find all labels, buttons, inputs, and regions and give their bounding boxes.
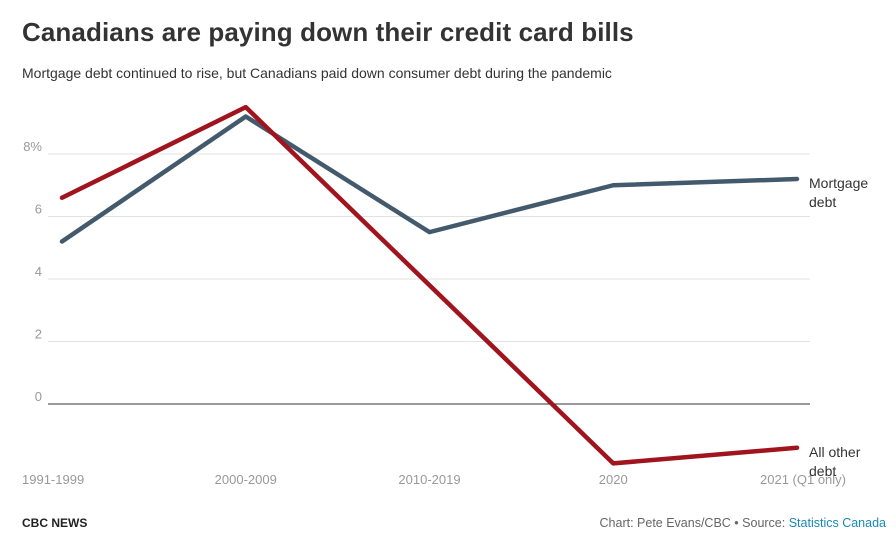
credit-separator: • — [730, 516, 743, 530]
source-credit: Chart: Pete Evans/CBC • Source: Statisti… — [600, 516, 886, 530]
x-tick-label: 1991-1999 — [22, 472, 84, 487]
y-tick-label: 6 — [35, 202, 42, 217]
label-layer: 0 2 4 6 8% 1991-1999 2000-2009 2010-2019 2020 202… — [22, 139, 868, 487]
source-label: Source: — [742, 516, 789, 530]
series-label-line: debt — [809, 194, 836, 210]
series-label: Mortgage debt — [809, 175, 868, 210]
grid-layer — [48, 153, 810, 405]
series-label-line: Mortgage — [809, 175, 868, 191]
source-link[interactable]: Statistics Canada — [788, 516, 886, 530]
series-layer — [59, 104, 800, 466]
series-label-line: debt — [809, 463, 836, 479]
y-tick-label: 0 — [35, 389, 42, 404]
brand-logo-text: CBC NEWS — [22, 516, 88, 530]
chart-subtitle: Mortgage debt continued to rise, but Can… — [22, 65, 612, 81]
credit-text: Chart: Pete Evans/CBC — [599, 516, 731, 530]
x-tick-label: 2000-2009 — [215, 472, 277, 487]
x-tick-label: 2021 (Q1 only) — [760, 472, 846, 487]
x-tick-label: 2010-2019 — [398, 472, 460, 487]
series-label-line: All other — [809, 444, 861, 460]
chart-title: Canadians are paying down their credit c… — [22, 17, 634, 47]
y-tick-label: 4 — [35, 264, 42, 279]
series-line-mortgage-debt — [59, 114, 800, 244]
y-tick-label: 8% — [23, 139, 42, 154]
x-tick-label: 2020 — [599, 472, 628, 487]
series-label: All other debt — [809, 444, 861, 479]
y-tick-label: 2 — [35, 327, 42, 342]
